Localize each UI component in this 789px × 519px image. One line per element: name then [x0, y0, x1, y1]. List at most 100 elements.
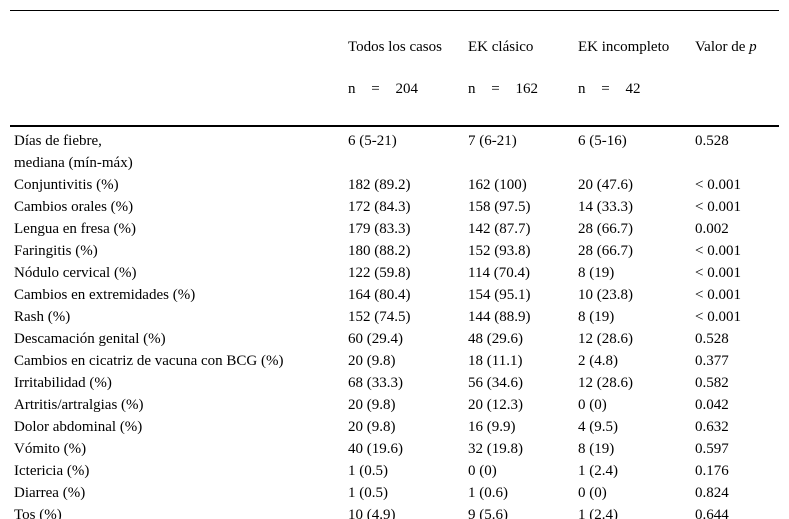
cell-ek-incompleto: 1 (2.4)	[578, 507, 618, 519]
col-header-ek-incompleto: EK incompleto n = 42	[578, 16, 695, 121]
cell-ek-incompleto: 8 (19)	[578, 265, 615, 281]
cell-ek-incompleto: 2 (4.8)	[578, 353, 618, 369]
table-row: Lengua en fresa (%) 179 (83.3) 142 (87.7) 2…	[10, 218, 779, 240]
cell-ek-incompleto: 12 (28.6)	[578, 375, 633, 391]
cell-todos-los-casos: 20 (9.8)	[348, 419, 396, 435]
cell-p-value: < 0.001	[695, 265, 741, 281]
row-label: Diarrea (%)	[14, 485, 86, 501]
cell-todos-los-casos: 152 (74.5)	[348, 309, 411, 325]
cell-todos-los-casos: 20 (9.8)	[348, 397, 396, 413]
table-row: Ictericia (%) 1 (0.5) 0 (0) 1 (2.4) 0.176	[10, 460, 779, 482]
col-header-ek-clasico-title: EK clásico	[468, 39, 534, 55]
table-header: Todos los casos n = 204 EK clásico n = 1…	[10, 11, 779, 127]
table-row: Cambios en cicatriz de vacuna con BCG (%…	[10, 350, 779, 372]
row-label: Tos (%)	[14, 507, 62, 519]
p-value-title-text: Valor de	[695, 39, 750, 55]
row-label: Cambios en cicatriz de vacuna con BCG (%…	[14, 353, 284, 369]
table-row: Cambios orales (%) 172 (84.3) 158 (97.5) 14…	[10, 196, 779, 218]
cell-p-value: 0.002	[695, 221, 729, 237]
table-row: Rash (%) 152 (74.5) 144 (88.9) 8 (19) < 0.00…	[10, 306, 779, 328]
col-header-todos: Todos los casos n = 204	[348, 16, 468, 121]
cell-ek-clasico: 144 (88.9)	[468, 309, 531, 325]
cell-ek-incompleto: 1 (2.4)	[578, 463, 618, 479]
cell-todos-los-casos: 182 (89.2)	[348, 177, 411, 193]
table-row: Dolor abdominal (%) 20 (9.8) 16 (9.9) 4 (9.…	[10, 416, 779, 438]
cell-todos-los-casos: 164 (80.4)	[348, 287, 411, 303]
cell-todos-los-casos: 20 (9.8)	[348, 353, 396, 369]
row-label: Irritabilidad (%)	[14, 375, 112, 391]
row-label: Dolor abdominal (%)	[14, 419, 143, 435]
cell-ek-clasico: 142 (87.7)	[468, 221, 531, 237]
col-header-todos-n: n = 204	[348, 81, 418, 97]
cell-ek-incompleto: 10 (23.8)	[578, 287, 633, 303]
table-body: Días de fiebre, mediana (mín-máx) 6 (5-21…	[10, 127, 779, 519]
cell-p-value: 0.632	[695, 419, 729, 435]
col-header-ek-clasico: EK clásico n = 162	[468, 16, 578, 121]
cell-p-value: 0.176	[695, 463, 729, 479]
row-label: Cambios orales (%)	[14, 199, 134, 215]
cell-ek-clasico: 0 (0)	[468, 463, 497, 479]
table-row: Conjuntivitis (%) 182 (89.2) 162 (100) 20 (…	[10, 174, 779, 196]
cell-ek-incompleto: 12 (28.6)	[578, 331, 633, 347]
cell-ek-incompleto: 28 (66.7)	[578, 221, 633, 237]
cell-ek-incompleto: 20 (47.6)	[578, 177, 633, 193]
cell-ek-clasico: 158 (97.5)	[468, 199, 531, 215]
cell-ek-clasico: 18 (11.1)	[468, 353, 523, 369]
cell-todos-los-casos: 1 (0.5)	[348, 463, 388, 479]
cell-ek-clasico: 20 (12.3)	[468, 397, 523, 413]
cell-todos-los-casos: 10 (4.9)	[348, 507, 396, 519]
cell-p-value: < 0.001	[695, 199, 741, 215]
table-row: Nódulo cervical (%) 122 (59.8) 114 (70.4) 8…	[10, 262, 779, 284]
cell-ek-clasico: 9 (5.6)	[468, 507, 508, 519]
cell-ek-incompleto: 14 (33.3)	[578, 199, 633, 215]
cell-ek-clasico: 154 (95.1)	[468, 287, 531, 303]
cell-ek-clasico: 162 (100)	[468, 177, 527, 193]
cell-p-value: 0.597	[695, 441, 729, 457]
col-header-p-value: Valor de p	[695, 16, 779, 121]
cell-ek-incompleto: 8 (19)	[578, 309, 615, 325]
cell-ek-clasico: 48 (29.6)	[468, 331, 523, 347]
table-row: Descamación genital (%) 60 (29.4) 48 (29.6…	[10, 328, 779, 350]
cell-todos-los-casos: 122 (59.8)	[348, 265, 411, 281]
cell-p-value: < 0.001	[695, 287, 741, 303]
cell-todos-los-casos: 68 (33.3)	[348, 375, 403, 391]
cell-ek-incompleto: 4 (9.5)	[578, 419, 618, 435]
table-row: Cambios en extremidades (%) 164 (80.4) 154…	[10, 284, 779, 306]
cell-p-value: < 0.001	[695, 177, 741, 193]
row-label: Días de fiebre, mediana (mín-máx)	[14, 133, 133, 171]
table-row: Tos (%) 10 (4.9) 9 (5.6) 1 (2.4) 0.644	[10, 504, 779, 519]
cell-todos-los-casos: 40 (19.6)	[348, 441, 403, 457]
table-row: Faringitis (%) 180 (88.2) 152 (93.8) 28 (66…	[10, 240, 779, 262]
row-label: Faringitis (%)	[14, 243, 98, 259]
cell-ek-incompleto: 0 (0)	[578, 485, 607, 501]
p-value-title-p: p	[749, 39, 757, 55]
col-header-p-value-title: Valor de p	[695, 37, 779, 58]
col-header-ek-clasico-n: n = 162	[468, 81, 538, 97]
table-row: Vómito (%) 40 (19.6) 32 (19.8) 8 (19) 0.597	[10, 438, 779, 460]
cell-todos-los-casos: 179 (83.3)	[348, 221, 411, 237]
row-label: Ictericia (%)	[14, 463, 90, 479]
col-header-todos-title: Todos los casos	[348, 39, 442, 55]
row-label: Cambios en extremidades (%)	[14, 287, 196, 303]
cell-p-value: < 0.001	[695, 309, 741, 325]
row-label: Nódulo cervical (%)	[14, 265, 137, 281]
cell-todos-los-casos: 172 (84.3)	[348, 199, 411, 215]
cell-todos-los-casos: 180 (88.2)	[348, 243, 411, 259]
col-header-ek-incompleto-n: n = 42	[578, 81, 641, 97]
table-row: Artritis/artralgias (%) 20 (9.8) 20 (12.3)…	[10, 394, 779, 416]
row-label: Conjuntivitis (%)	[14, 177, 119, 193]
cell-p-value: 0.582	[695, 375, 729, 391]
header-empty-cell	[10, 16, 348, 121]
cell-ek-clasico: 152 (93.8)	[468, 243, 531, 259]
row-label: Vómito (%)	[14, 441, 87, 457]
cell-p-value: 0.528	[695, 133, 729, 149]
cell-ek-clasico: 16 (9.9)	[468, 419, 516, 435]
cell-ek-clasico: 32 (19.8)	[468, 441, 523, 457]
cell-todos-los-casos: 1 (0.5)	[348, 485, 388, 501]
cell-todos-los-casos: 6 (5-21)	[348, 133, 397, 149]
cell-p-value: 0.377	[695, 353, 729, 369]
row-label: Lengua en fresa (%)	[14, 221, 137, 237]
table-row: Irritabilidad (%) 68 (33.3) 56 (34.6) 12 (2…	[10, 372, 779, 394]
row-label: Descamación genital (%)	[14, 331, 166, 347]
row-label: Artritis/artralgias (%)	[14, 397, 144, 413]
